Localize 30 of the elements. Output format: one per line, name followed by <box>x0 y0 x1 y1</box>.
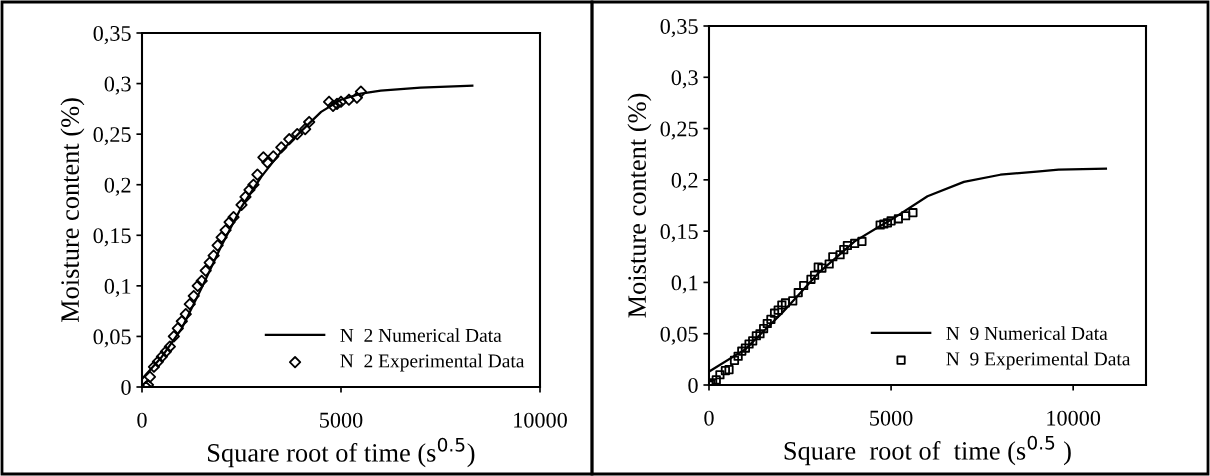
x-tick-label: 5000 <box>320 412 363 428</box>
x-tick-label: 5000 <box>870 410 913 426</box>
legend-label: N 9 Numerical Data <box>946 326 1108 340</box>
x-tick-label: 0 <box>704 410 714 426</box>
y-tick-label: 0,05 <box>93 329 131 348</box>
x-axis-title: Square root of time (s$^{0.5}$ ) <box>784 435 1071 466</box>
y-tick-label: 0 <box>688 377 698 393</box>
legend-label: N 9 Experimental Data <box>946 351 1131 370</box>
x-tick-label: 10000 <box>1047 410 1101 426</box>
y-tick-label: 0 <box>121 379 131 395</box>
x-axis-title: Square root of time (s$^{0.5}$) <box>208 437 475 468</box>
legend-label: N 2 Experimental Data <box>340 353 525 372</box>
y-tick-label: 0,3 <box>104 76 131 95</box>
y-tick-label: 0,3 <box>671 70 698 89</box>
y-tick-label: 0,1 <box>671 275 698 294</box>
y-tick-label: 0,05 <box>660 326 698 345</box>
y-tick-label: 0,1 <box>104 278 131 297</box>
x-tick-label: 10000 <box>514 412 567 428</box>
y-tick-label: 0,15 <box>660 224 698 243</box>
y-tick-label: 0,25 <box>93 127 131 146</box>
x-tick-label: 0 <box>137 412 147 428</box>
y-tick-label: 0,2 <box>104 177 131 196</box>
y-axis-title: Moisture content (%) <box>627 93 652 318</box>
y-axis-title: Moisture content (%) <box>60 98 85 323</box>
y-tick-label: 0,15 <box>93 228 131 247</box>
y-tick-label: 0,25 <box>660 121 698 140</box>
y-tick-label: 0,35 <box>660 18 698 38</box>
legend-label: N 2 Numerical Data <box>340 328 502 342</box>
y-tick-label: 0,2 <box>671 172 698 191</box>
y-tick-label: 0,35 <box>93 25 131 45</box>
